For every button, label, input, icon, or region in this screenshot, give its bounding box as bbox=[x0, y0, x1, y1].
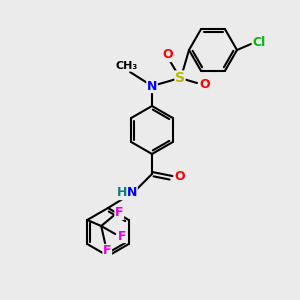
Text: O: O bbox=[200, 77, 210, 91]
Text: S: S bbox=[175, 71, 185, 85]
Text: O: O bbox=[175, 170, 185, 184]
Text: F: F bbox=[115, 206, 124, 220]
Text: F: F bbox=[103, 244, 112, 257]
Text: N: N bbox=[127, 187, 137, 200]
Text: Cl: Cl bbox=[252, 35, 266, 49]
Text: H: H bbox=[117, 187, 127, 200]
Text: O: O bbox=[163, 49, 173, 62]
Text: N: N bbox=[147, 80, 157, 92]
Text: F: F bbox=[118, 230, 127, 242]
Text: CH₃: CH₃ bbox=[116, 61, 138, 71]
